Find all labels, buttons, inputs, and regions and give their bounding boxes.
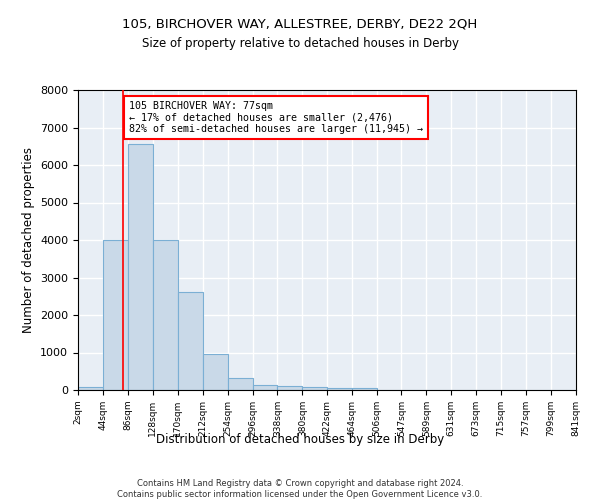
Bar bbox=[227, 378, 253, 390]
Bar bbox=[203, 354, 227, 390]
Bar bbox=[178, 292, 203, 390]
Bar bbox=[327, 388, 352, 390]
Bar bbox=[352, 388, 377, 390]
Bar bbox=[128, 144, 153, 390]
Text: Contains public sector information licensed under the Open Government Licence v3: Contains public sector information licen… bbox=[118, 490, 482, 499]
Text: 105 BIRCHOVER WAY: 77sqm
← 17% of detached houses are smaller (2,476)
82% of sem: 105 BIRCHOVER WAY: 77sqm ← 17% of detach… bbox=[129, 101, 423, 134]
Bar bbox=[302, 388, 327, 390]
Bar bbox=[253, 385, 277, 390]
Text: Contains HM Land Registry data © Crown copyright and database right 2024.: Contains HM Land Registry data © Crown c… bbox=[137, 479, 463, 488]
Bar bbox=[153, 240, 178, 390]
Text: 105, BIRCHOVER WAY, ALLESTREE, DERBY, DE22 2QH: 105, BIRCHOVER WAY, ALLESTREE, DERBY, DE… bbox=[122, 18, 478, 30]
Text: Size of property relative to detached houses in Derby: Size of property relative to detached ho… bbox=[142, 38, 458, 51]
Bar bbox=[277, 386, 302, 390]
Y-axis label: Number of detached properties: Number of detached properties bbox=[22, 147, 35, 333]
Text: Distribution of detached houses by size in Derby: Distribution of detached houses by size … bbox=[156, 432, 444, 446]
Bar bbox=[78, 387, 103, 390]
Bar bbox=[103, 240, 128, 390]
